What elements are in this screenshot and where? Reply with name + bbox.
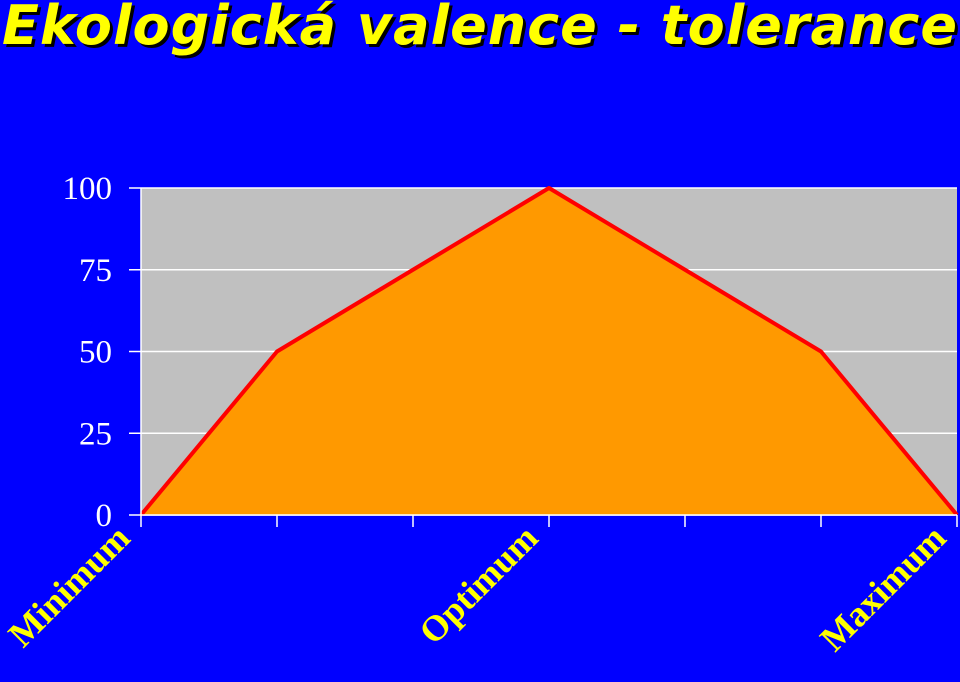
y-tick-label: 100 [63,171,113,207]
series-line [139,186,959,517]
x-tick-label: Maximum [812,517,953,658]
y-tick-labels: 0 25 50 75 100 [63,171,113,534]
y-tick-label: 25 [79,416,112,452]
x-tick-labels: Minimum Optimum Maximum [0,517,953,658]
axes [129,187,958,527]
y-tick-label: 0 [96,498,113,534]
area-fill [141,188,957,515]
y-tick-label: 75 [79,253,112,289]
chart-title: Ekologická valence - tolerance [2,0,958,57]
x-tick-label: Minimum [0,517,137,654]
x-tick-label: Optimum [411,517,545,651]
y-tick-label: 50 [79,335,112,371]
